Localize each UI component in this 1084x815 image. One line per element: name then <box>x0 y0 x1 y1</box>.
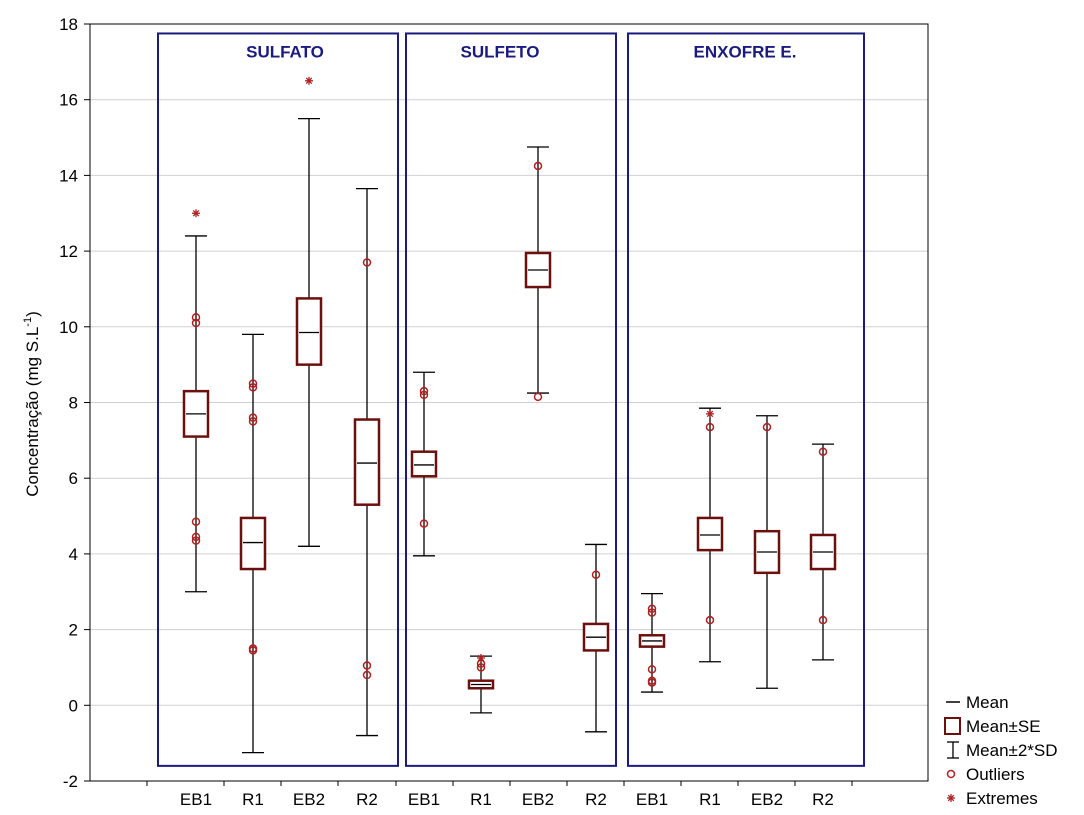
legend-label: Outliers <box>966 765 1025 784</box>
outlier-point <box>533 161 543 171</box>
group-title: SULFATO <box>246 42 324 61</box>
se-box <box>239 516 267 571</box>
x-tick-label: EB2 <box>293 790 325 809</box>
legend-se-swatch <box>944 717 961 735</box>
group-frame <box>157 32 399 767</box>
outlier-point <box>419 519 429 528</box>
x-tick-label: R1 <box>470 790 492 809</box>
outlier-point <box>191 318 201 328</box>
outlier-point <box>362 661 372 670</box>
y-tick-label: 8 <box>69 394 78 413</box>
outlier-point <box>248 417 258 426</box>
group-frames: SULFATO SULFETO ENXOFRE E. <box>157 32 865 767</box>
outlier-point <box>533 392 543 402</box>
se-box <box>696 516 724 552</box>
boxes <box>182 76 837 754</box>
y-tick-label: 4 <box>69 545 78 564</box>
x-tick-label: R1 <box>242 790 264 809</box>
y-tick-label: -2 <box>63 772 78 791</box>
legend-outlier-swatch <box>946 769 956 779</box>
outlier-point <box>591 570 601 579</box>
outlier-point <box>362 258 372 267</box>
y-tick-label: 18 <box>59 15 78 34</box>
x-tick-label: EB1 <box>636 790 668 809</box>
y-tick-label: 16 <box>59 91 78 110</box>
outlier-point <box>362 670 372 680</box>
legend-label: Mean±SE <box>966 717 1041 736</box>
outlier-point <box>191 532 201 542</box>
outlier-point <box>647 678 657 687</box>
x-tick-label: R2 <box>812 790 834 809</box>
legend-label: Mean±2*SD <box>966 741 1058 760</box>
y-tick-label: 0 <box>69 696 78 715</box>
group-frame <box>405 32 617 767</box>
outlier-point <box>419 386 429 396</box>
legend: Mean Mean±SE Mean±2*SD Outliers Extremes <box>944 693 1058 808</box>
x-tick-label: R1 <box>699 790 721 809</box>
extreme-point <box>706 409 714 418</box>
outlier-point <box>248 413 258 422</box>
legend-label: Mean <box>966 693 1009 712</box>
se-box <box>353 418 381 506</box>
se-box <box>295 297 323 366</box>
y-tick-label: 10 <box>59 318 78 337</box>
x-tick-label: R2 <box>356 790 378 809</box>
outlier-point <box>818 447 828 456</box>
outlier-point <box>248 646 258 655</box>
y-tick-label: 6 <box>69 469 78 488</box>
outlier-point <box>191 517 201 526</box>
x-tick-label: EB2 <box>751 790 783 809</box>
extreme-point <box>192 209 200 218</box>
outlier-point <box>191 536 201 545</box>
legend-extreme-swatch <box>947 794 955 802</box>
group-title: ENXOFRE E. <box>694 42 797 61</box>
outlier-point <box>818 615 828 625</box>
outlier-point <box>476 663 486 672</box>
axes: -2 0 2 4 6 8 10 12 14 16 18 EB1 R1 EB2 R2 EB1 R1 EB2 R2 EB1… <box>59 15 929 809</box>
group-title: SULFETO <box>460 42 539 61</box>
x-tick-label: EB2 <box>522 790 554 809</box>
extreme-point <box>305 76 313 85</box>
outlier-point <box>191 313 201 322</box>
outlier-point <box>647 608 657 617</box>
x-tick-label: EB1 <box>180 790 212 809</box>
y-tick-label: 12 <box>59 242 78 261</box>
group-frame <box>627 32 865 767</box>
plot-border <box>89 23 929 782</box>
se-box <box>410 450 438 478</box>
y-tick-label: 14 <box>59 166 78 185</box>
x-tick-label: R2 <box>585 790 607 809</box>
outlier-point <box>705 615 715 625</box>
outlier-point <box>419 390 429 400</box>
outlier-point <box>705 422 715 432</box>
extreme-point <box>477 653 485 662</box>
legend-sd-swatch <box>947 741 959 759</box>
gridlines <box>90 23 928 782</box>
outlier-point <box>647 665 657 674</box>
outlier-point <box>248 379 258 388</box>
outlier-point <box>762 422 772 432</box>
outlier-point <box>647 604 657 614</box>
legend-label: Extremes <box>966 789 1038 808</box>
x-tick-label: EB1 <box>408 790 440 809</box>
y-axis-label: Concentração (mg S.L-1) <box>22 311 42 497</box>
outlier-point <box>248 383 258 392</box>
y-tick-label: 2 <box>69 621 78 640</box>
